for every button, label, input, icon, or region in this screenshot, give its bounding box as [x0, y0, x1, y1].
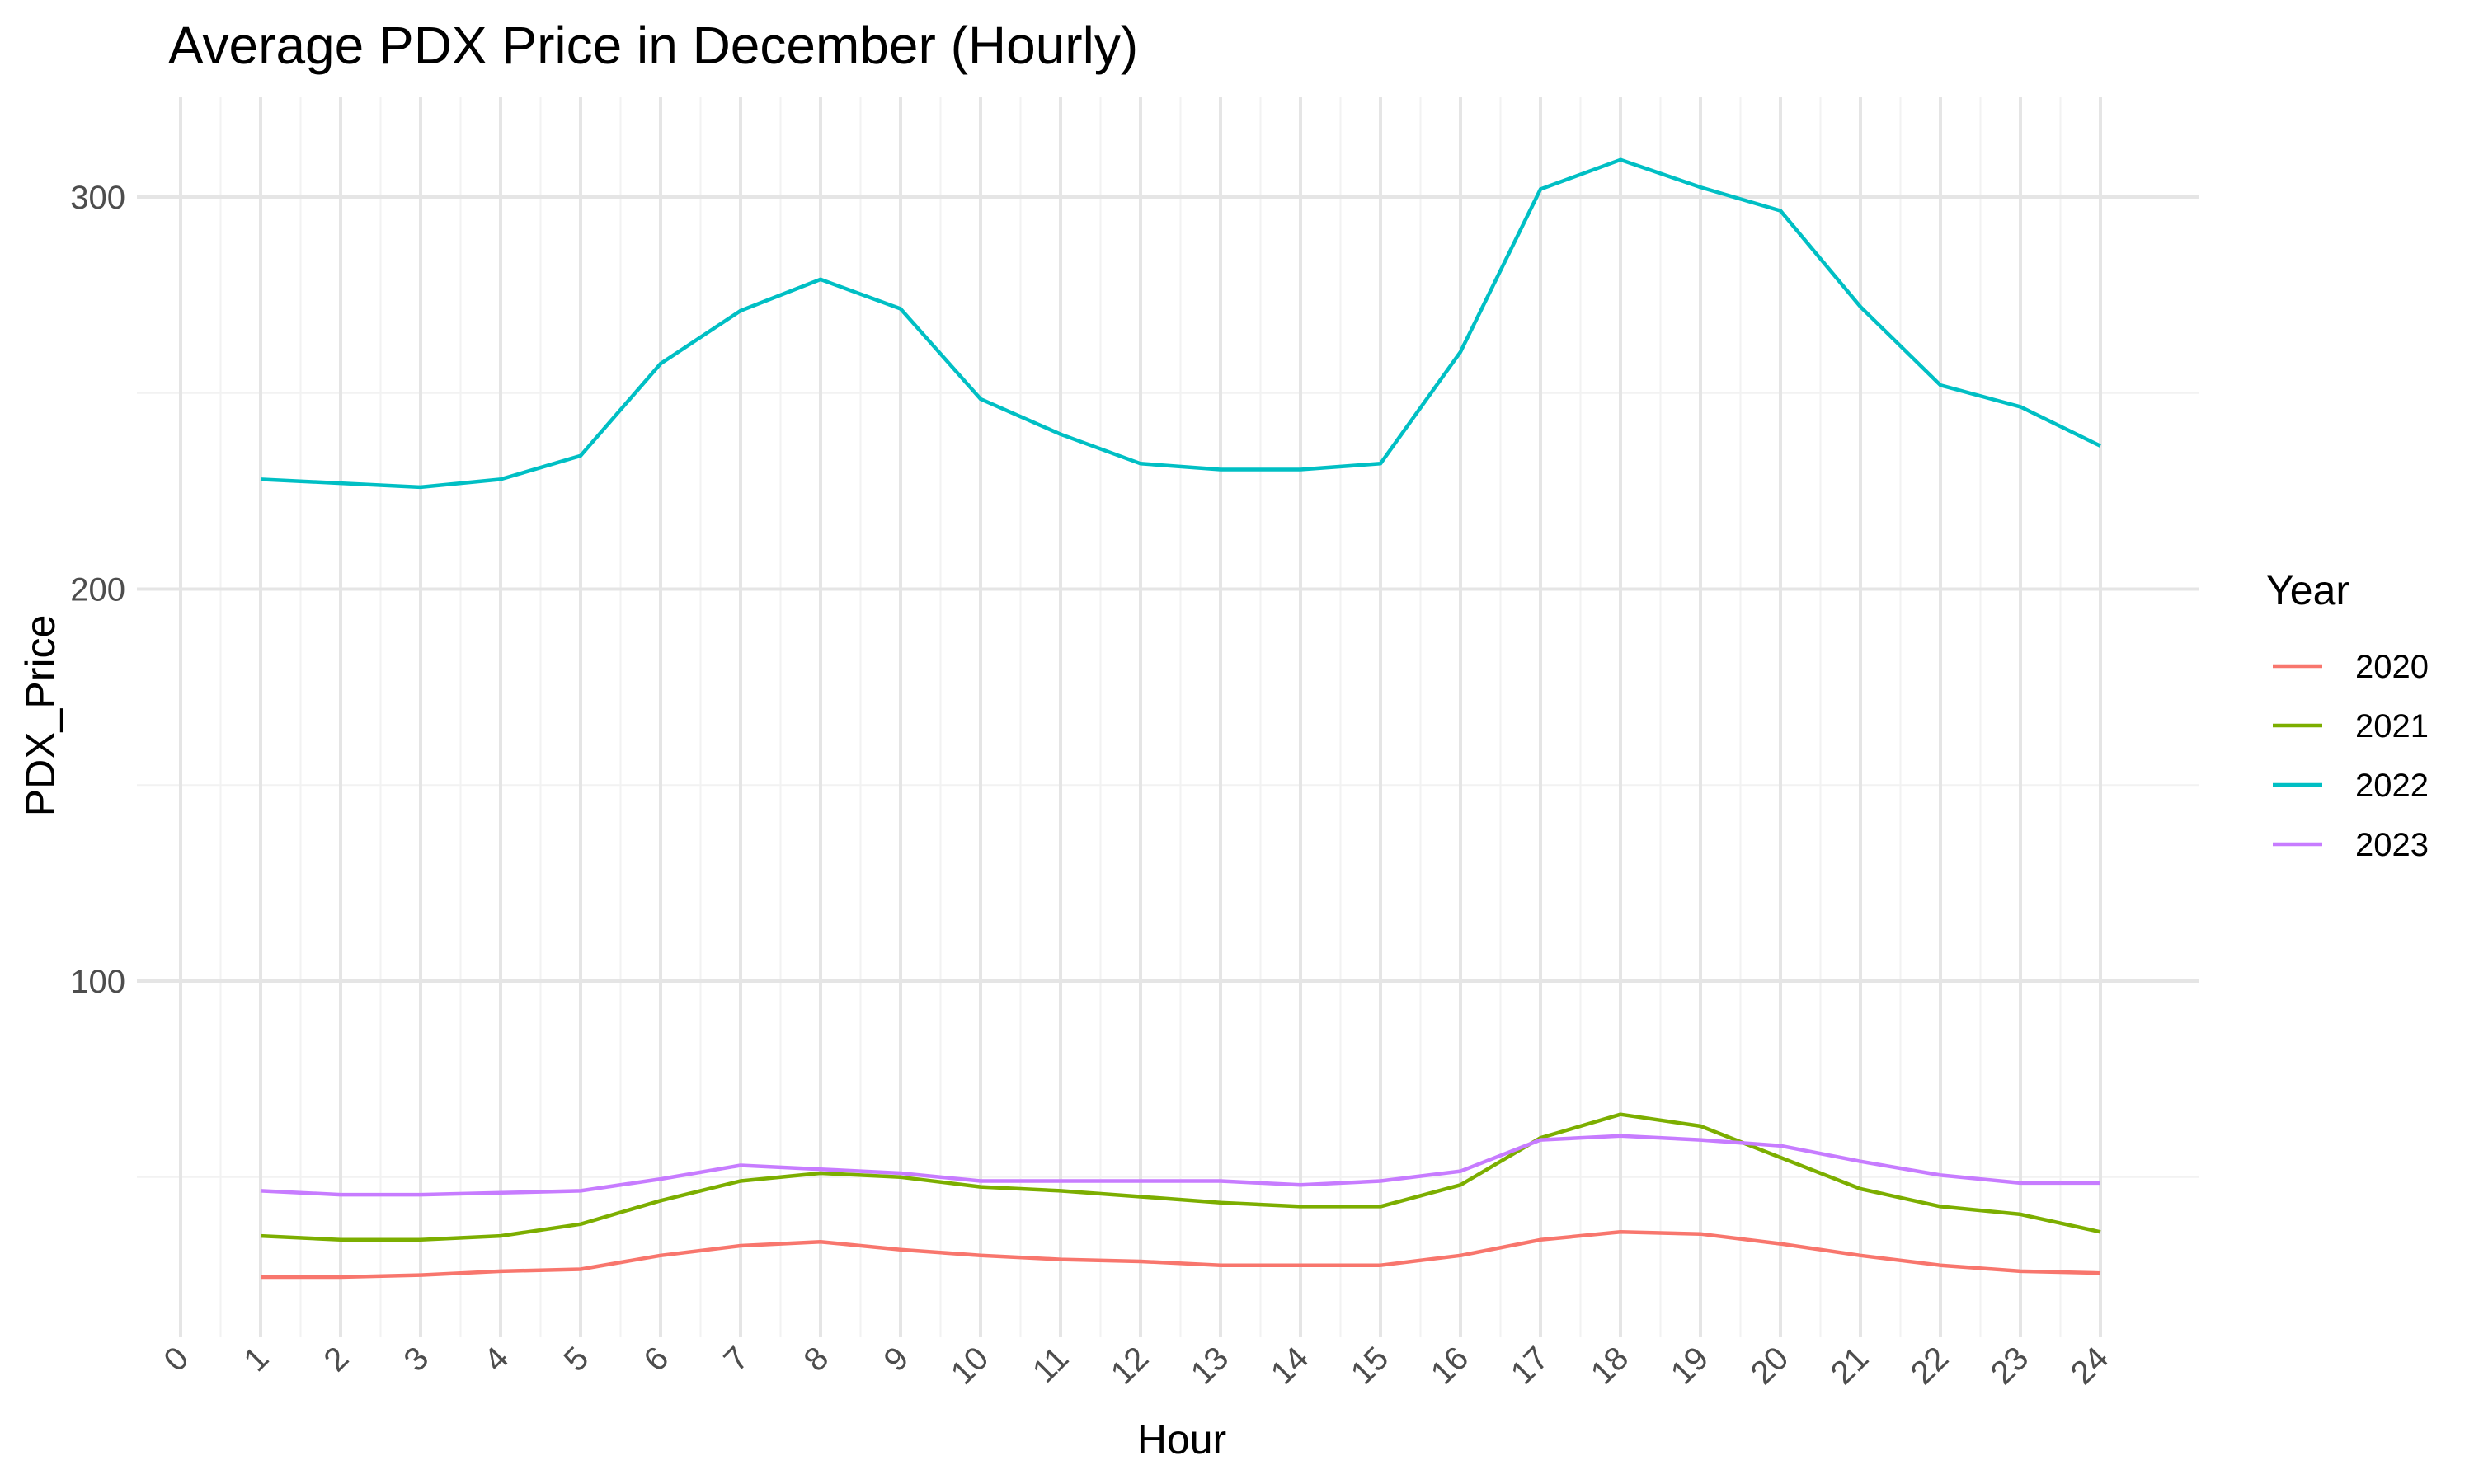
series-line-2022: [260, 157, 2101, 490]
x-tick-label: 18: [1584, 1340, 1636, 1392]
y-tick-label: 300: [70, 180, 125, 216]
x-axis-title: Hour: [1137, 1416, 1226, 1463]
legend: Year 2020 2021 2022 2023: [2266, 567, 2429, 863]
series-line-2020: [261, 1230, 2101, 1280]
x-tick-label: 3: [397, 1340, 436, 1378]
x-tick-label: 23: [1984, 1340, 2036, 1392]
x-tick-label: 16: [1424, 1340, 1476, 1392]
legend-label-2020: 2020: [2355, 649, 2429, 685]
y-tick-label: 100: [70, 964, 125, 1000]
x-tick-label: 17: [1504, 1340, 1556, 1392]
x-tick-label: 21: [1824, 1340, 1876, 1392]
x-tick-label: 13: [1184, 1340, 1236, 1392]
legend-label-2021: 2021: [2355, 708, 2429, 744]
x-tick-label: 22: [1904, 1340, 1956, 1392]
series-line-2023: [260, 1134, 2100, 1197]
series-line-2021: [260, 1112, 2101, 1242]
y-axis-title: PDX_Price: [17, 615, 63, 817]
x-tick-label: 15: [1344, 1340, 1396, 1392]
chart-title: Average PDX Price in December (Hourly): [168, 16, 1139, 75]
x-tick-label: 19: [1664, 1340, 1716, 1392]
x-tick-label: 1: [238, 1340, 276, 1378]
y-tick-labels: 100 200 300: [70, 180, 125, 1000]
x-tick-labels: 0 1 2 3 4 5 6 7 8 9 10 11 12 13 14 15 16 17 18 19 20 21 22 23 24: [158, 1340, 2116, 1392]
x-tick-label: 2: [317, 1340, 356, 1378]
x-tick-label: 0: [158, 1340, 196, 1378]
y-tick-label: 200: [70, 572, 125, 608]
x-tick-label: 5: [557, 1340, 596, 1378]
x-tick-label: 14: [1264, 1340, 1316, 1392]
x-tick-label: 9: [877, 1340, 916, 1378]
x-tick-label: 24: [2064, 1340, 2116, 1392]
x-tick-label: 12: [1104, 1340, 1156, 1392]
legend-label-2022: 2022: [2355, 768, 2429, 804]
x-tick-label: 6: [637, 1340, 676, 1378]
major-gridlines: [137, 97, 2199, 1337]
series-lines: [260, 157, 2101, 1280]
x-tick-label: 7: [717, 1340, 756, 1378]
x-tick-label: 4: [477, 1340, 516, 1378]
x-tick-label: 10: [944, 1340, 996, 1392]
x-tick-label: 11: [1026, 1340, 1075, 1389]
legend-title: Year: [2266, 567, 2349, 613]
x-tick-label: 8: [797, 1340, 836, 1378]
x-tick-label: 20: [1744, 1340, 1796, 1392]
legend-label-2023: 2023: [2355, 827, 2429, 863]
minor-gridlines: [137, 97, 2199, 1337]
